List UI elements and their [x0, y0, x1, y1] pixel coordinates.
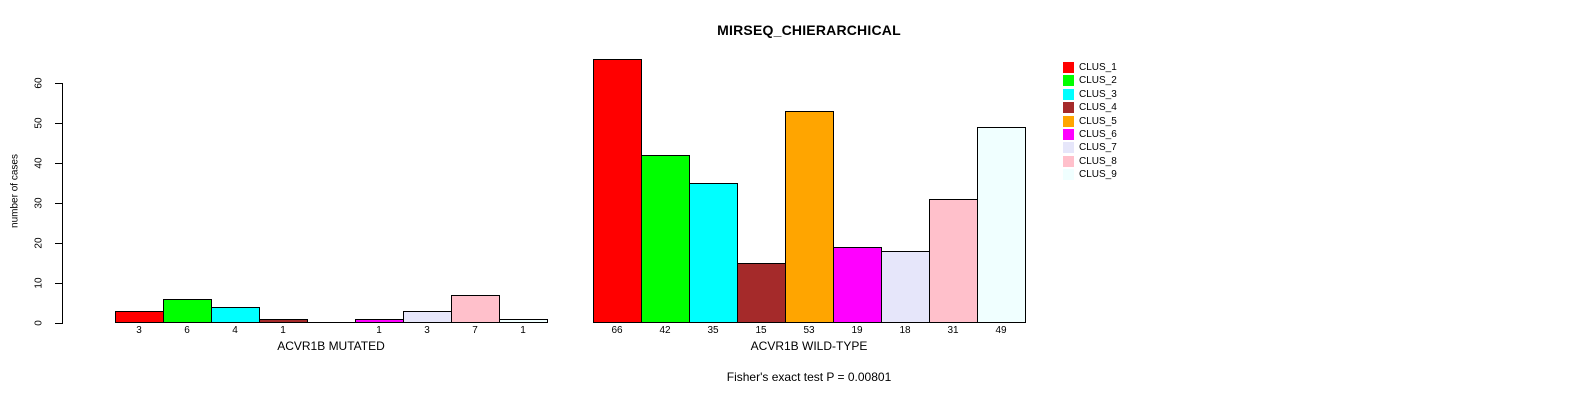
- y-tick-label: 30: [33, 197, 45, 209]
- legend-label: CLUS_8: [1079, 155, 1117, 167]
- y-axis-tick: [55, 283, 62, 284]
- legend-label: CLUS_7: [1079, 142, 1117, 154]
- bar-CLUS_3: [689, 183, 738, 323]
- legend-swatch-CLUS_4: [1063, 102, 1074, 114]
- legend-label: CLUS_4: [1079, 102, 1117, 114]
- y-tick-label: 60: [33, 77, 45, 89]
- legend-row: CLUS_2: [1063, 75, 1117, 87]
- bar-CLUS_4: [737, 263, 786, 323]
- bar-CLUS_1: [593, 59, 642, 323]
- y-tick-label: 0: [33, 320, 45, 326]
- legend-label: CLUS_5: [1079, 115, 1117, 127]
- bar-CLUS_5: [785, 111, 834, 323]
- x-group-label: ACVR1B MUTATED: [277, 339, 385, 353]
- bar-CLUS_9: [977, 127, 1026, 323]
- y-axis-tick: [55, 243, 62, 244]
- bar-value-label: 7: [472, 325, 478, 336]
- bar-CLUS_7: [403, 311, 452, 323]
- y-axis-tick: [55, 123, 62, 124]
- legend-row: CLUS_4: [1063, 102, 1117, 114]
- legend-swatch-CLUS_9: [1063, 169, 1074, 181]
- legend-label: CLUS_2: [1079, 75, 1117, 87]
- bar-value-label: 49: [995, 325, 1007, 336]
- legend-label: CLUS_9: [1079, 169, 1117, 181]
- bar-value-label: 1: [520, 325, 526, 336]
- bar-CLUS_4: [259, 319, 308, 323]
- y-tick-label: 10: [33, 277, 45, 289]
- bar-value-label: 19: [851, 325, 863, 336]
- bar-CLUS_2: [641, 155, 690, 323]
- legend-swatch-CLUS_3: [1063, 88, 1074, 100]
- bar-CLUS_2: [163, 299, 212, 323]
- y-axis-line: [62, 83, 63, 324]
- bar-value-label: 31: [947, 325, 959, 336]
- bar-value-label: 53: [803, 325, 815, 336]
- legend-swatch-CLUS_7: [1063, 142, 1074, 154]
- bar-value-label: 1: [280, 325, 286, 336]
- legend-swatch-CLUS_1: [1063, 62, 1074, 73]
- bar-CLUS_8: [451, 295, 500, 323]
- bar-CLUS_7: [881, 251, 930, 323]
- legend-label: CLUS_3: [1079, 88, 1117, 100]
- bar-CLUS_3: [211, 307, 260, 323]
- legend-row: CLUS_8: [1063, 155, 1117, 167]
- legend-row: CLUS_5: [1063, 115, 1117, 127]
- legend-row: CLUS_6: [1063, 129, 1117, 140]
- legend-swatch-CLUS_2: [1063, 75, 1074, 87]
- y-axis-tick: [55, 83, 62, 84]
- x-group-label: ACVR1B WILD-TYPE: [750, 339, 868, 353]
- legend-swatch-CLUS_5: [1063, 115, 1074, 127]
- bar-value-label: 18: [899, 325, 911, 336]
- bar-value-label: 6: [184, 325, 190, 336]
- bar-value-label: 1: [376, 325, 382, 336]
- chart-title: MIRSEQ_CHIERARCHICAL: [717, 22, 901, 38]
- bar-value-label: 15: [755, 325, 767, 336]
- zero-height-bar: [307, 322, 356, 323]
- legend-swatch-CLUS_6: [1063, 129, 1074, 140]
- legend-row: CLUS_9: [1063, 169, 1117, 181]
- fisher-test-annotation: Fisher's exact test P = 0.00801: [726, 370, 892, 384]
- y-tick-label: 50: [33, 117, 45, 129]
- bar-value-label: 66: [611, 325, 623, 336]
- bar-value-label: 42: [659, 325, 671, 336]
- legend-label: CLUS_6: [1079, 129, 1117, 140]
- y-axis-tick: [55, 163, 62, 164]
- bar-CLUS_6: [355, 319, 404, 323]
- legend-row: CLUS_3: [1063, 88, 1117, 100]
- y-tick-label: 40: [33, 157, 45, 169]
- bar-value-label: 3: [424, 325, 430, 336]
- y-axis-tick: [55, 203, 62, 204]
- legend-row: CLUS_7: [1063, 142, 1117, 154]
- bar-value-label: 3: [136, 325, 142, 336]
- y-axis-tick: [55, 323, 62, 324]
- bar-CLUS_9: [499, 319, 548, 323]
- legend-row: CLUS_1: [1063, 62, 1117, 73]
- bar-CLUS_1: [115, 311, 164, 323]
- bar-CLUS_8: [929, 199, 978, 323]
- y-axis-title: number of cases: [9, 154, 21, 228]
- bar-value-label: 35: [707, 325, 719, 336]
- legend-swatch-CLUS_8: [1063, 155, 1074, 167]
- y-tick-label: 20: [33, 237, 45, 249]
- bar-value-label: 4: [232, 325, 238, 336]
- bar-CLUS_6: [833, 247, 882, 323]
- legend-label: CLUS_1: [1079, 62, 1117, 73]
